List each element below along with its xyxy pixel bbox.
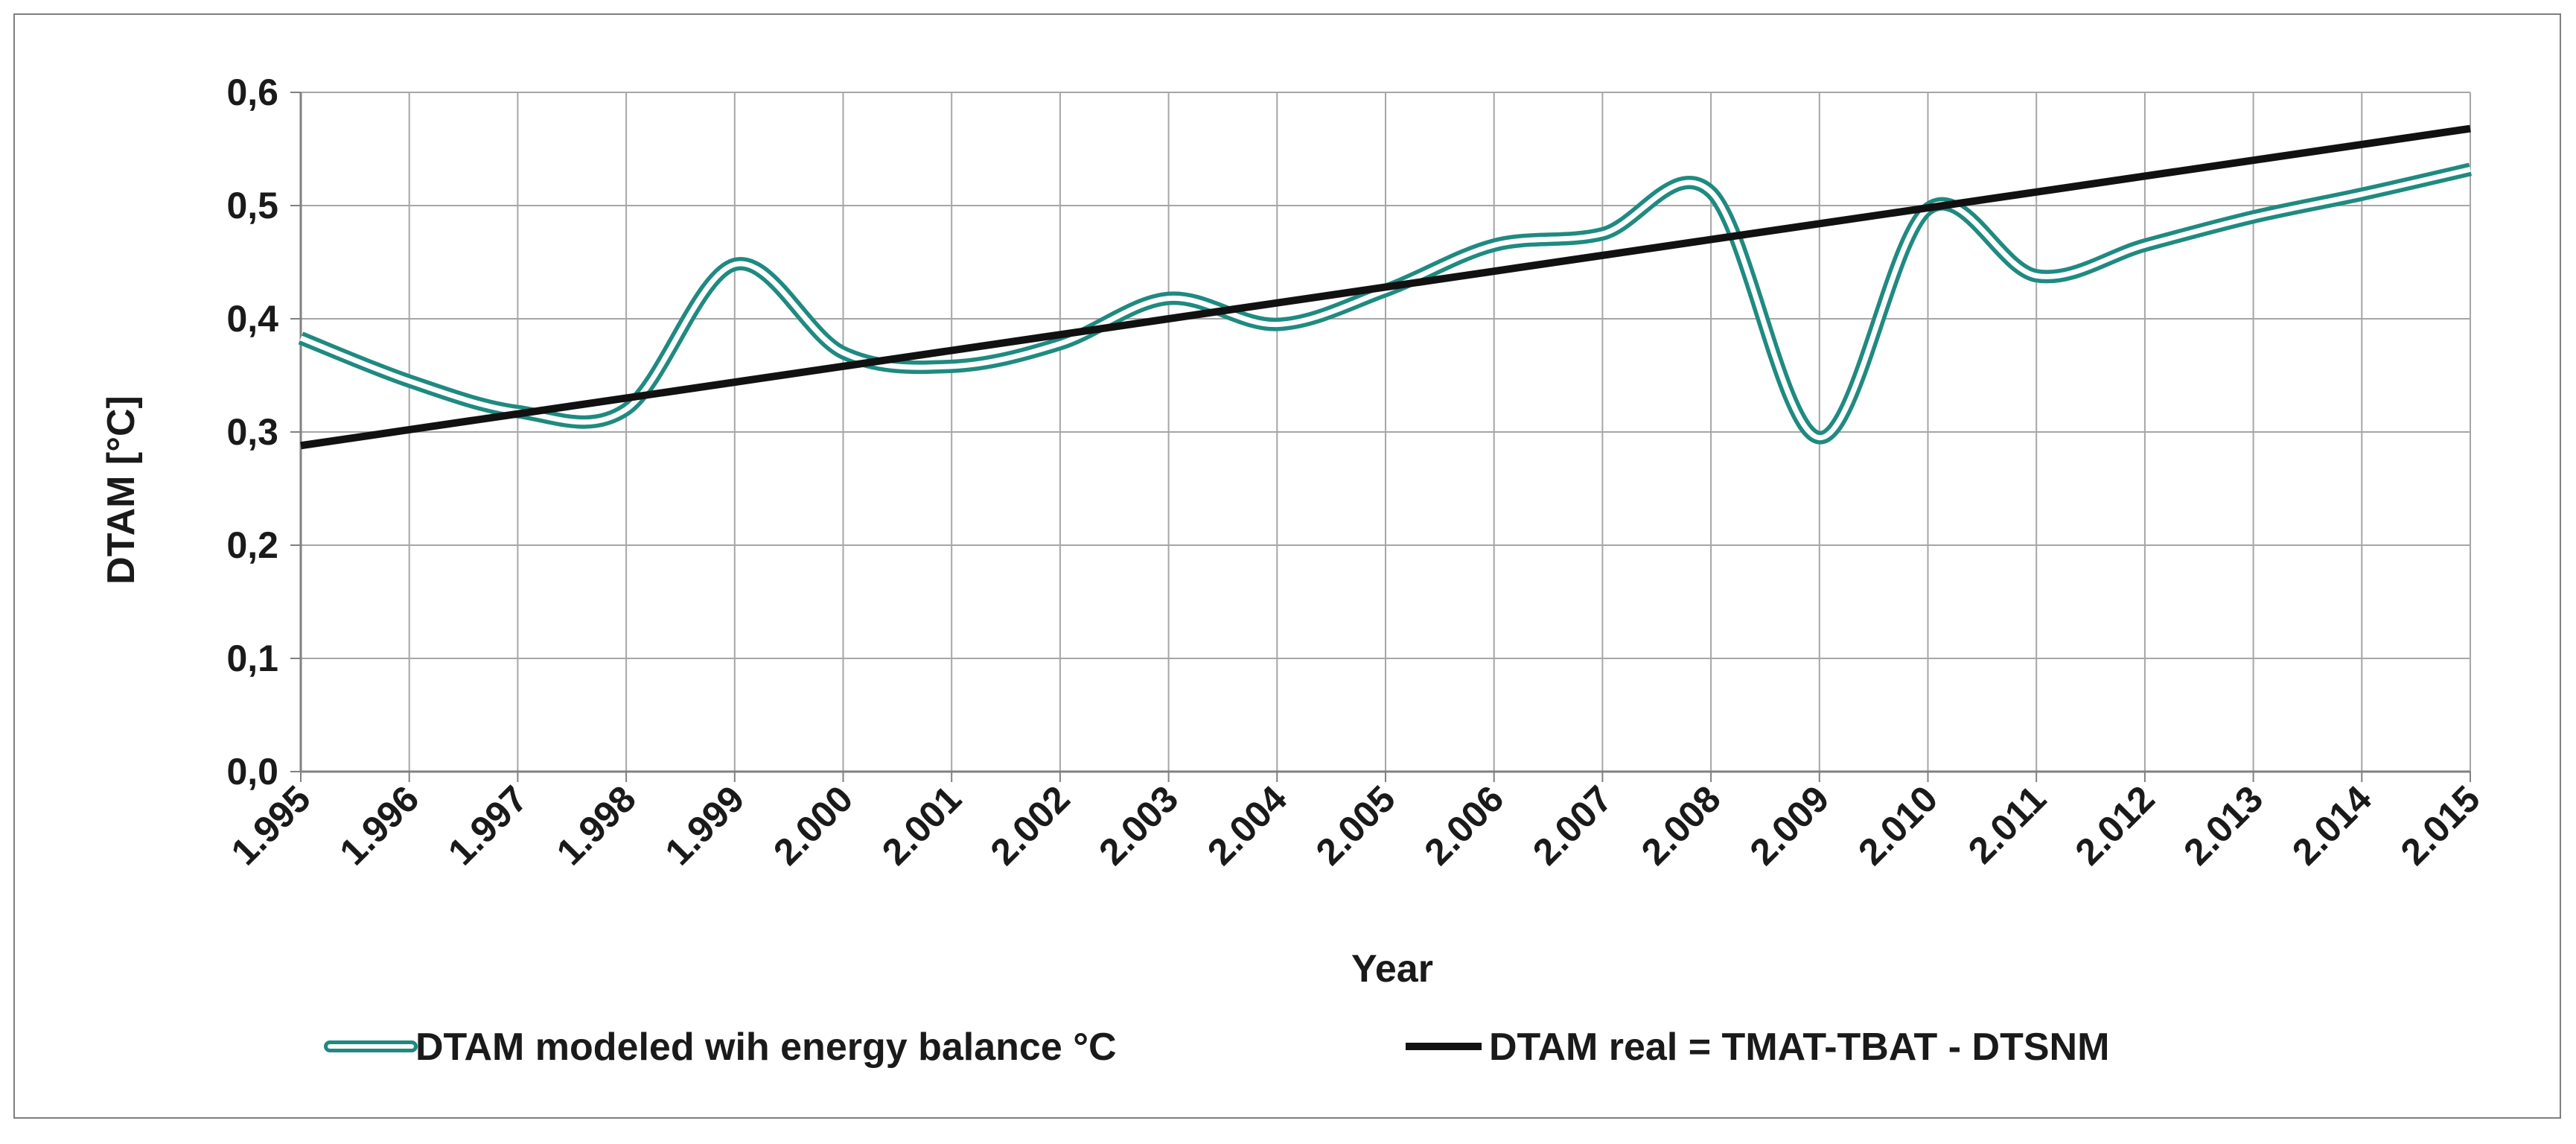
x-tick-label: 2.009	[1742, 778, 1837, 873]
x-tick-label: 2.015	[2393, 778, 2488, 873]
x-tick-label: 2.003	[1091, 778, 1186, 873]
legend-item-real: DTAM real = TMAT-TBAT - DTSNM	[1406, 1026, 2109, 1069]
x-tick-label: 2.008	[1633, 778, 1729, 873]
y-tick-label: 0,4	[226, 298, 278, 340]
legend-item-modeled: DTAM modeled wih energy balance °C	[324, 1026, 1117, 1069]
x-tick-label: 2.002	[983, 778, 1078, 873]
y-tick-label: 0,6	[226, 72, 278, 113]
x-tick-label: 2.013	[2175, 778, 2271, 873]
x-tick-label: 2.011	[1960, 778, 2054, 871]
chart-frame	[13, 13, 2561, 1119]
x-tick-label: 2.014	[2284, 778, 2379, 873]
y-tick-label: 0,2	[226, 524, 278, 566]
x-tick-label: 2.007	[1525, 778, 1620, 873]
x-tick-label: 2.012	[2068, 778, 2163, 873]
x-tick-label: 2.006	[1416, 778, 1511, 873]
x-tick-label: 1.997	[440, 778, 535, 873]
y-axis-label: DTAM [°C]	[100, 395, 143, 585]
x-tick-label: 2.004	[1199, 778, 1295, 873]
x-axis-ticks: 1.995 1.996 1.997 1.998 1.999 2.000 2.001 2.002…	[223, 772, 2488, 873]
x-tick-label: 1.998	[549, 778, 644, 873]
grid-lines	[301, 92, 2471, 772]
y-tick-label: 0,1	[226, 638, 278, 679]
x-tick-label: 2.005	[1308, 778, 1403, 873]
x-tick-label: 1.996	[331, 778, 427, 873]
x-tick-label: 2.010	[1850, 778, 1945, 873]
x-tick-label: 2.001	[874, 778, 969, 873]
series-group	[298, 124, 2473, 450]
legend-label-real: DTAM real = TMAT-TBAT - DTSNM	[1489, 1026, 2109, 1069]
x-axis-label: Year	[1351, 947, 1433, 991]
legend-label-modeled: DTAM modeled wih energy balance °C	[415, 1026, 1117, 1069]
series-real-line	[300, 124, 2471, 450]
y-tick-label: 0,0	[226, 751, 278, 792]
series-modeled-line-inner	[299, 166, 2471, 441]
y-tick-label: 0,3	[226, 411, 278, 453]
x-tick-label: 1.999	[657, 778, 753, 873]
y-tick-label: 0,5	[226, 185, 278, 226]
legend: DTAM modeled wih energy balance °C DTAM …	[324, 1026, 2109, 1069]
x-tick-label: 2.000	[765, 778, 861, 873]
y-axis-ticks: 0,0 0,1 0,2 0,3 0,4 0,5 0,6	[226, 72, 301, 792]
